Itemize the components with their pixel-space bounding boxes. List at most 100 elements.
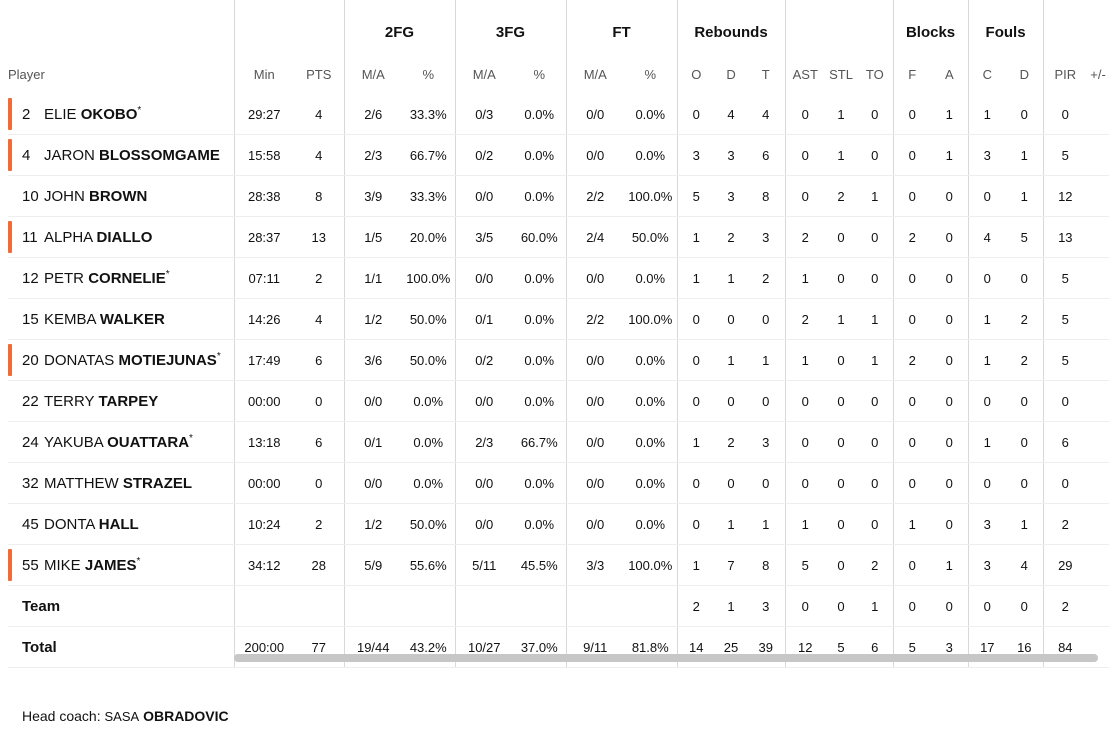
player-last-name[interactable]: MOTIEJUNAS xyxy=(118,352,217,369)
col-2fg-pct: % xyxy=(422,66,435,82)
player-row[interactable]: 32 MATTHEW STRAZEL 00:00 0 0/0 0.0% 0/0 0.0% 0/0… xyxy=(8,462,1110,504)
player-row[interactable]: 20 DONATAS MOTIEJUNAS* 17:49 6 3/6 50.0% 0/2 0.… xyxy=(8,339,1110,381)
stat-cell: 0.0% xyxy=(624,134,678,176)
player-row[interactable]: 4 JARON BLOSSOMGAME 15:58 4 2/3 66.7% 0/2 0.0% 0… xyxy=(8,134,1110,176)
player-cell[interactable]: 15 KEMBA WALKER xyxy=(8,298,234,340)
player-last-name[interactable]: STRAZEL xyxy=(122,475,193,492)
scrollbar-thumb[interactable] xyxy=(234,654,1098,662)
stat-cell: 1 xyxy=(715,503,748,545)
stat-cell: 2/6 xyxy=(343,94,402,135)
player-last-name[interactable]: HALL xyxy=(98,516,139,533)
col-foul-d: D xyxy=(1019,66,1029,82)
player-star-marker: * xyxy=(137,105,142,116)
stat-cell: 100.0% xyxy=(624,544,678,586)
stat-cell: 0 xyxy=(857,134,894,176)
player-row[interactable]: 12 PETR CORNELIE* 07:11 2 1/1 100.0% 0/0 0.0% 0/… xyxy=(8,257,1110,299)
stat-cell: 0 xyxy=(825,216,858,258)
player-cell[interactable]: 45 DONTA HALL xyxy=(8,503,234,545)
col-pts: PTS xyxy=(306,66,332,82)
stat-cell: 1 xyxy=(1006,175,1044,217)
stat-cell: 4 xyxy=(967,216,1007,258)
stat-cell: 0 xyxy=(931,175,969,217)
stat-cell: 50.0% xyxy=(402,339,455,381)
player-last-name[interactable]: CORNELIE xyxy=(88,270,166,287)
player-first-name: DONTA xyxy=(44,516,95,533)
player-star-marker: * xyxy=(216,351,221,362)
stat-cell: 00:00 xyxy=(233,462,294,504)
player-row[interactable]: 15 KEMBA WALKER 14:26 4 1/2 50.0% 0/1 0.0% 2/2 10… xyxy=(8,298,1110,340)
stat-cell: 1 xyxy=(931,94,969,135)
stat-cell-plus-minus xyxy=(1087,503,1110,545)
stat-cell: 0 xyxy=(784,134,826,176)
head-coach-label: Head coach: xyxy=(22,708,101,724)
stat-cell xyxy=(565,585,624,627)
stat-cell: 1 xyxy=(967,94,1007,135)
stat-cell: 1 xyxy=(676,544,716,586)
player-row[interactable]: 55 MIKE JAMES* 34:12 28 5/9 55.6% 5/11 45.5% 3/3… xyxy=(8,544,1110,586)
stat-cell: 0/0 xyxy=(565,134,624,176)
stat-cell: 0 xyxy=(676,462,716,504)
stat-cell: 1 xyxy=(857,585,894,627)
player-cell[interactable]: 10 JOHN BROWN xyxy=(8,175,234,217)
stat-cell: 8 xyxy=(747,544,786,586)
stat-cell: 0 xyxy=(825,585,858,627)
player-cell[interactable]: 12 PETR CORNELIE* xyxy=(8,257,234,299)
stat-cell: 1/1 xyxy=(343,257,402,299)
player-last-name[interactable]: WALKER xyxy=(99,311,165,328)
stat-cell: 2 xyxy=(1042,503,1088,545)
player-cell[interactable]: 4 JARON BLOSSOMGAME xyxy=(8,134,234,176)
stat-cell: 2/2 xyxy=(565,298,624,340)
stat-cell: 33.3% xyxy=(402,94,455,135)
player-cell[interactable]: 24 YAKUBA OUATTARA* xyxy=(8,421,234,463)
player-number: 32 xyxy=(22,475,39,492)
player-cell[interactable]: 22 TERRY TARPEY xyxy=(8,380,234,422)
player-cell[interactable]: 11 ALPHA DIALLO xyxy=(8,216,234,258)
stat-cell: 0/0 xyxy=(454,503,513,545)
player-last-name[interactable]: OUATTARA xyxy=(107,434,190,451)
stat-cell: 0.0% xyxy=(624,462,678,504)
stat-cell: 2/4 xyxy=(565,216,624,258)
player-row[interactable]: 11 ALPHA DIALLO 28:37 13 1/5 20.0% 3/5 60.0% 2/4… xyxy=(8,216,1110,258)
stat-cell: 0 xyxy=(892,257,932,299)
player-last-name[interactable]: BLOSSOMGAME xyxy=(99,147,220,164)
col-3fg-ma: M/A xyxy=(454,54,513,94)
player-cell[interactable]: 55 MIKE JAMES* xyxy=(8,544,234,586)
col-ast: AST xyxy=(784,54,826,94)
player-cell[interactable]: 20 DONATAS MOTIEJUNAS* xyxy=(8,339,234,381)
stat-cell: 1 xyxy=(1006,503,1044,545)
stat-cell: 5 xyxy=(1042,134,1088,176)
stat-cell: 0 xyxy=(931,462,969,504)
stat-cell: 2 xyxy=(1006,339,1044,381)
player-cell[interactable]: 2 ELIE OKOBO* xyxy=(8,94,234,135)
player-last-name[interactable]: OKOBO xyxy=(80,106,138,123)
player-row[interactable]: 2 ELIE OKOBO* 29:27 4 2/6 33.3% 0/3 0.0% 0/0 0.0%… xyxy=(8,94,1110,135)
player-last-name[interactable]: DIALLO xyxy=(96,229,153,246)
stat-cell: 1 xyxy=(676,216,716,258)
player-last-name[interactable]: JAMES xyxy=(84,557,137,574)
player-row[interactable]: 10 JOHN BROWN 28:38 8 3/9 33.3% 0/0 0.0% 2/2 100.… xyxy=(8,175,1110,217)
stat-cell: 3 xyxy=(967,544,1007,586)
player-row[interactable]: 24 YAKUBA OUATTARA* 13:18 6 0/1 0.0% 2/3 66.7% 0… xyxy=(8,421,1110,463)
stat-cell: 45.5% xyxy=(513,544,566,586)
stat-cell: 2 xyxy=(825,175,858,217)
stat-cell: 0/0 xyxy=(565,462,624,504)
stat-cell: 3 xyxy=(747,421,786,463)
col-to: TO xyxy=(865,66,884,82)
player-row[interactable]: 45 DONTA HALL 10:24 2 1/2 50.0% 0/0 0.0% 0/0 0.0%… xyxy=(8,503,1110,545)
player-last-name[interactable]: TARPEY xyxy=(98,393,159,410)
head-coach-last-name: OBRADOVIC xyxy=(143,708,229,724)
stat-cell: 5 xyxy=(784,544,826,586)
player-cell[interactable]: 32 MATTHEW STRAZEL xyxy=(8,462,234,504)
stat-cell: 2 xyxy=(294,503,344,545)
col-reb-o: O xyxy=(676,54,716,94)
stat-cell: 0 xyxy=(967,380,1007,422)
stat-cell: 4 xyxy=(715,94,748,135)
group-fouls: Fouls xyxy=(967,0,1044,54)
stat-cell: 5 xyxy=(1006,216,1044,258)
stat-cell: 0/0 xyxy=(565,421,624,463)
player-last-name[interactable]: BROWN xyxy=(89,188,148,205)
stat-cell: 1 xyxy=(676,421,716,463)
horizontal-scrollbar[interactable] xyxy=(234,654,1098,662)
stat-cell: 12 xyxy=(1042,175,1088,217)
player-row[interactable]: 22 TERRY TARPEY 00:00 0 0/0 0.0% 0/0 0.0% 0/0 0.0… xyxy=(8,380,1110,422)
